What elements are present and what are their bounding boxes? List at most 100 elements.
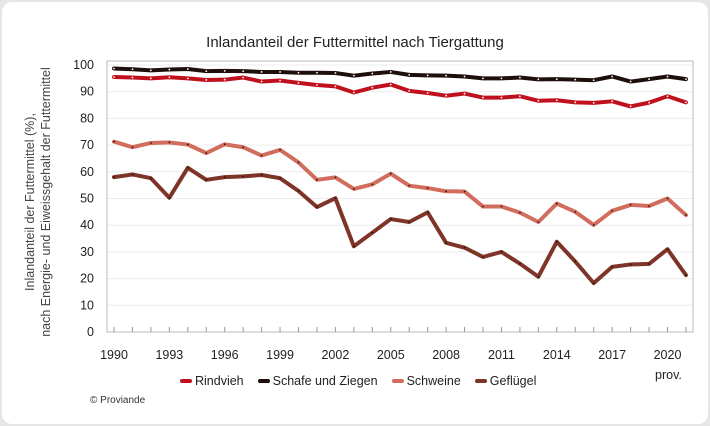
data-point [352,245,355,248]
data-point [426,211,429,214]
data-point [205,178,208,181]
legend-swatch [257,379,270,383]
data-point [408,89,411,92]
data-point [168,68,171,71]
data-point [555,240,558,243]
x-tick-label: 1993 [155,348,183,362]
data-point [574,260,577,263]
data-point [537,78,540,81]
data-point [611,100,614,103]
y-tick-label: 60 [80,165,94,179]
y-tick-label: 90 [80,85,94,99]
data-point [316,71,318,74]
data-point [611,209,614,212]
data-point [389,172,392,175]
data-point [648,101,650,104]
data-point [500,77,503,80]
data-point [150,177,152,180]
data-point [426,187,429,189]
data-point [445,241,447,244]
data-point [150,142,152,144]
legend-label: Geflügel [489,374,537,388]
legend-swatch [391,379,404,383]
data-point [555,78,558,81]
data-point [426,74,429,77]
data-point [279,149,281,151]
data-point [685,101,687,104]
data-point [131,173,134,176]
data-point [482,77,484,80]
data-point [186,68,189,70]
data-point [519,76,521,79]
data-point [555,99,558,102]
data-point [223,69,226,72]
data-point [685,78,687,81]
data-point [334,85,337,88]
legend-item: Rindvieh [180,374,244,388]
data-point [648,205,650,207]
data-point [592,224,595,226]
data-point [186,166,189,169]
data-point [260,71,263,73]
data-point [519,262,521,265]
data-point [389,218,392,220]
y-tick-label: 40 [80,218,94,232]
data-point [408,221,411,223]
x-tick-label: 2002 [321,348,349,362]
data-point [537,275,540,278]
data-point [666,75,669,78]
x-tick-label: 2008 [432,348,460,362]
data-point [113,76,115,78]
x-tick-label: 1999 [266,348,294,362]
data-point [297,71,300,74]
data-point [389,71,392,73]
data-point [611,75,614,78]
data-point [408,184,411,187]
data-point [519,95,521,98]
data-point [205,79,208,81]
data-point [666,248,669,251]
data-point [463,190,466,193]
data-point [352,74,355,77]
data-point [150,77,152,80]
data-point [297,81,300,84]
data-point [555,202,558,205]
data-point [260,174,263,176]
data-point [500,251,503,253]
chart-title: Inlandanteil der Futtermittel nach Tierg… [206,34,504,51]
plot-frame [106,60,694,333]
data-point [297,161,300,164]
data-point [223,143,226,146]
data-point [186,77,189,80]
data-point [352,91,355,94]
y-tick-label: 100 [73,58,94,72]
data-point [260,154,263,157]
legend-swatch [180,379,192,383]
x-tick-label: 1996 [211,348,239,362]
legend: Rindvieh Schafe und Ziegen Schweine Geflüge… [180,374,536,388]
data-point [629,204,632,206]
data-point [666,197,669,200]
y-tick-label: 50 [80,192,94,206]
data-point [371,86,374,89]
y-tick-label: 30 [80,245,94,259]
data-point [131,146,134,149]
data-point [592,282,595,285]
data-point [223,78,226,81]
data-point [611,265,614,268]
data-point [316,84,318,86]
series-line-gefl-gel [112,165,688,286]
data-point [371,183,374,186]
data-point [242,146,245,149]
data-point [186,143,189,146]
data-point [426,92,429,94]
legend-label: Schweine [406,374,461,388]
data-point [131,68,134,71]
data-point [113,140,115,143]
data-point [297,190,300,192]
x-tick-label: 2017 [598,348,626,362]
data-point [408,73,411,76]
data-point [574,101,577,104]
data-point [574,78,577,81]
